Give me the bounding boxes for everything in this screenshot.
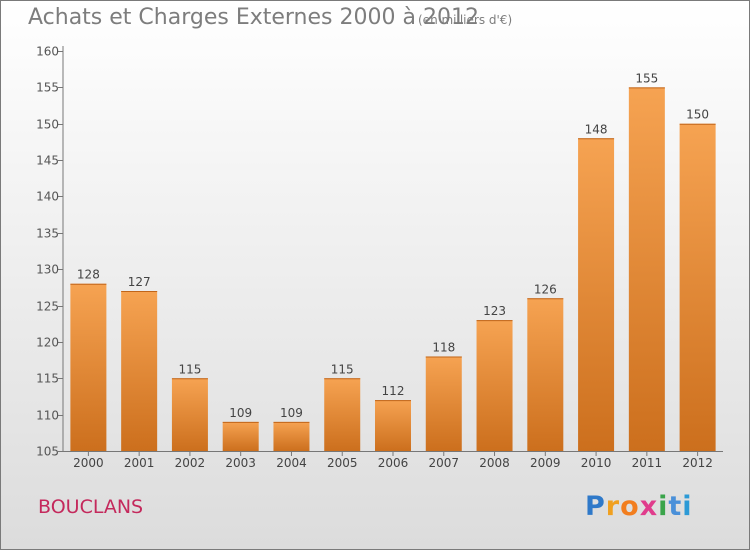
data-label: 148 bbox=[585, 122, 608, 136]
y-tick-label: 150 bbox=[36, 118, 59, 132]
logo-letter: i bbox=[658, 491, 669, 522]
x-tick-label: 2006 bbox=[378, 456, 409, 470]
y-tick-label: 115 bbox=[36, 372, 59, 386]
y-tick-label: 130 bbox=[36, 263, 59, 277]
y-tick-label: 110 bbox=[36, 409, 59, 423]
data-label: 115 bbox=[178, 362, 201, 376]
logo-letter: t bbox=[668, 491, 683, 522]
data-label: 112 bbox=[382, 384, 405, 398]
data-label: 115 bbox=[331, 362, 354, 376]
logo-letter: i bbox=[682, 491, 693, 522]
chart-title: Achats et Charges Externes 2000 à 2012 bbox=[28, 5, 479, 30]
bar bbox=[375, 400, 411, 451]
x-tick-label: 2005 bbox=[327, 456, 358, 470]
x-tick-label: 2007 bbox=[428, 456, 459, 470]
proxiti-logo: Proxiti bbox=[585, 491, 693, 522]
bar bbox=[679, 123, 716, 452]
data-label: 126 bbox=[534, 282, 557, 296]
bar bbox=[324, 378, 361, 451]
y-tick-label: 155 bbox=[36, 81, 59, 95]
bar bbox=[628, 87, 665, 451]
commune-name: BOUCLANS bbox=[38, 496, 144, 518]
bar bbox=[527, 298, 564, 451]
y-tick-label: 135 bbox=[36, 227, 59, 241]
bar bbox=[222, 421, 259, 451]
data-label: 150 bbox=[686, 108, 709, 122]
x-tick-label: 2010 bbox=[581, 456, 612, 470]
x-tick-label: 2011 bbox=[632, 456, 663, 470]
y-tick-label: 105 bbox=[36, 445, 59, 459]
data-label: 109 bbox=[229, 406, 252, 420]
data-label: 118 bbox=[432, 340, 455, 354]
x-tick-label: 2000 bbox=[73, 456, 104, 470]
bar bbox=[121, 291, 158, 451]
bar bbox=[70, 283, 107, 451]
data-label: 128 bbox=[77, 268, 100, 282]
logo-letter: x bbox=[639, 491, 659, 522]
x-tick-label: 2002 bbox=[175, 456, 206, 470]
chart-unit: (en milliers d'€) bbox=[418, 13, 513, 27]
x-tick-label: 2004 bbox=[276, 456, 307, 470]
bar bbox=[476, 320, 513, 451]
x-tick-label: 2001 bbox=[124, 456, 155, 470]
data-label: 109 bbox=[280, 406, 303, 420]
bar bbox=[273, 421, 310, 451]
logo-letter: r bbox=[605, 491, 621, 522]
y-tick-label: 140 bbox=[36, 190, 59, 204]
data-label: 155 bbox=[635, 71, 658, 85]
y-tick-label: 145 bbox=[36, 154, 59, 168]
x-tick-label: 2012 bbox=[682, 456, 713, 470]
bar bbox=[171, 378, 208, 451]
y-tick-label: 125 bbox=[36, 300, 59, 314]
logo-letter: P bbox=[585, 491, 606, 522]
bar bbox=[578, 138, 615, 452]
x-tick-label: 2009 bbox=[530, 456, 561, 470]
y-tick-label: 160 bbox=[36, 45, 59, 59]
logo-letter: o bbox=[620, 491, 640, 522]
x-tick-label: 2008 bbox=[479, 456, 510, 470]
y-tick-label: 120 bbox=[36, 336, 59, 350]
x-tick-label: 2003 bbox=[225, 456, 256, 470]
data-label: 127 bbox=[128, 275, 151, 289]
bar bbox=[425, 356, 462, 451]
data-label: 123 bbox=[483, 304, 506, 318]
